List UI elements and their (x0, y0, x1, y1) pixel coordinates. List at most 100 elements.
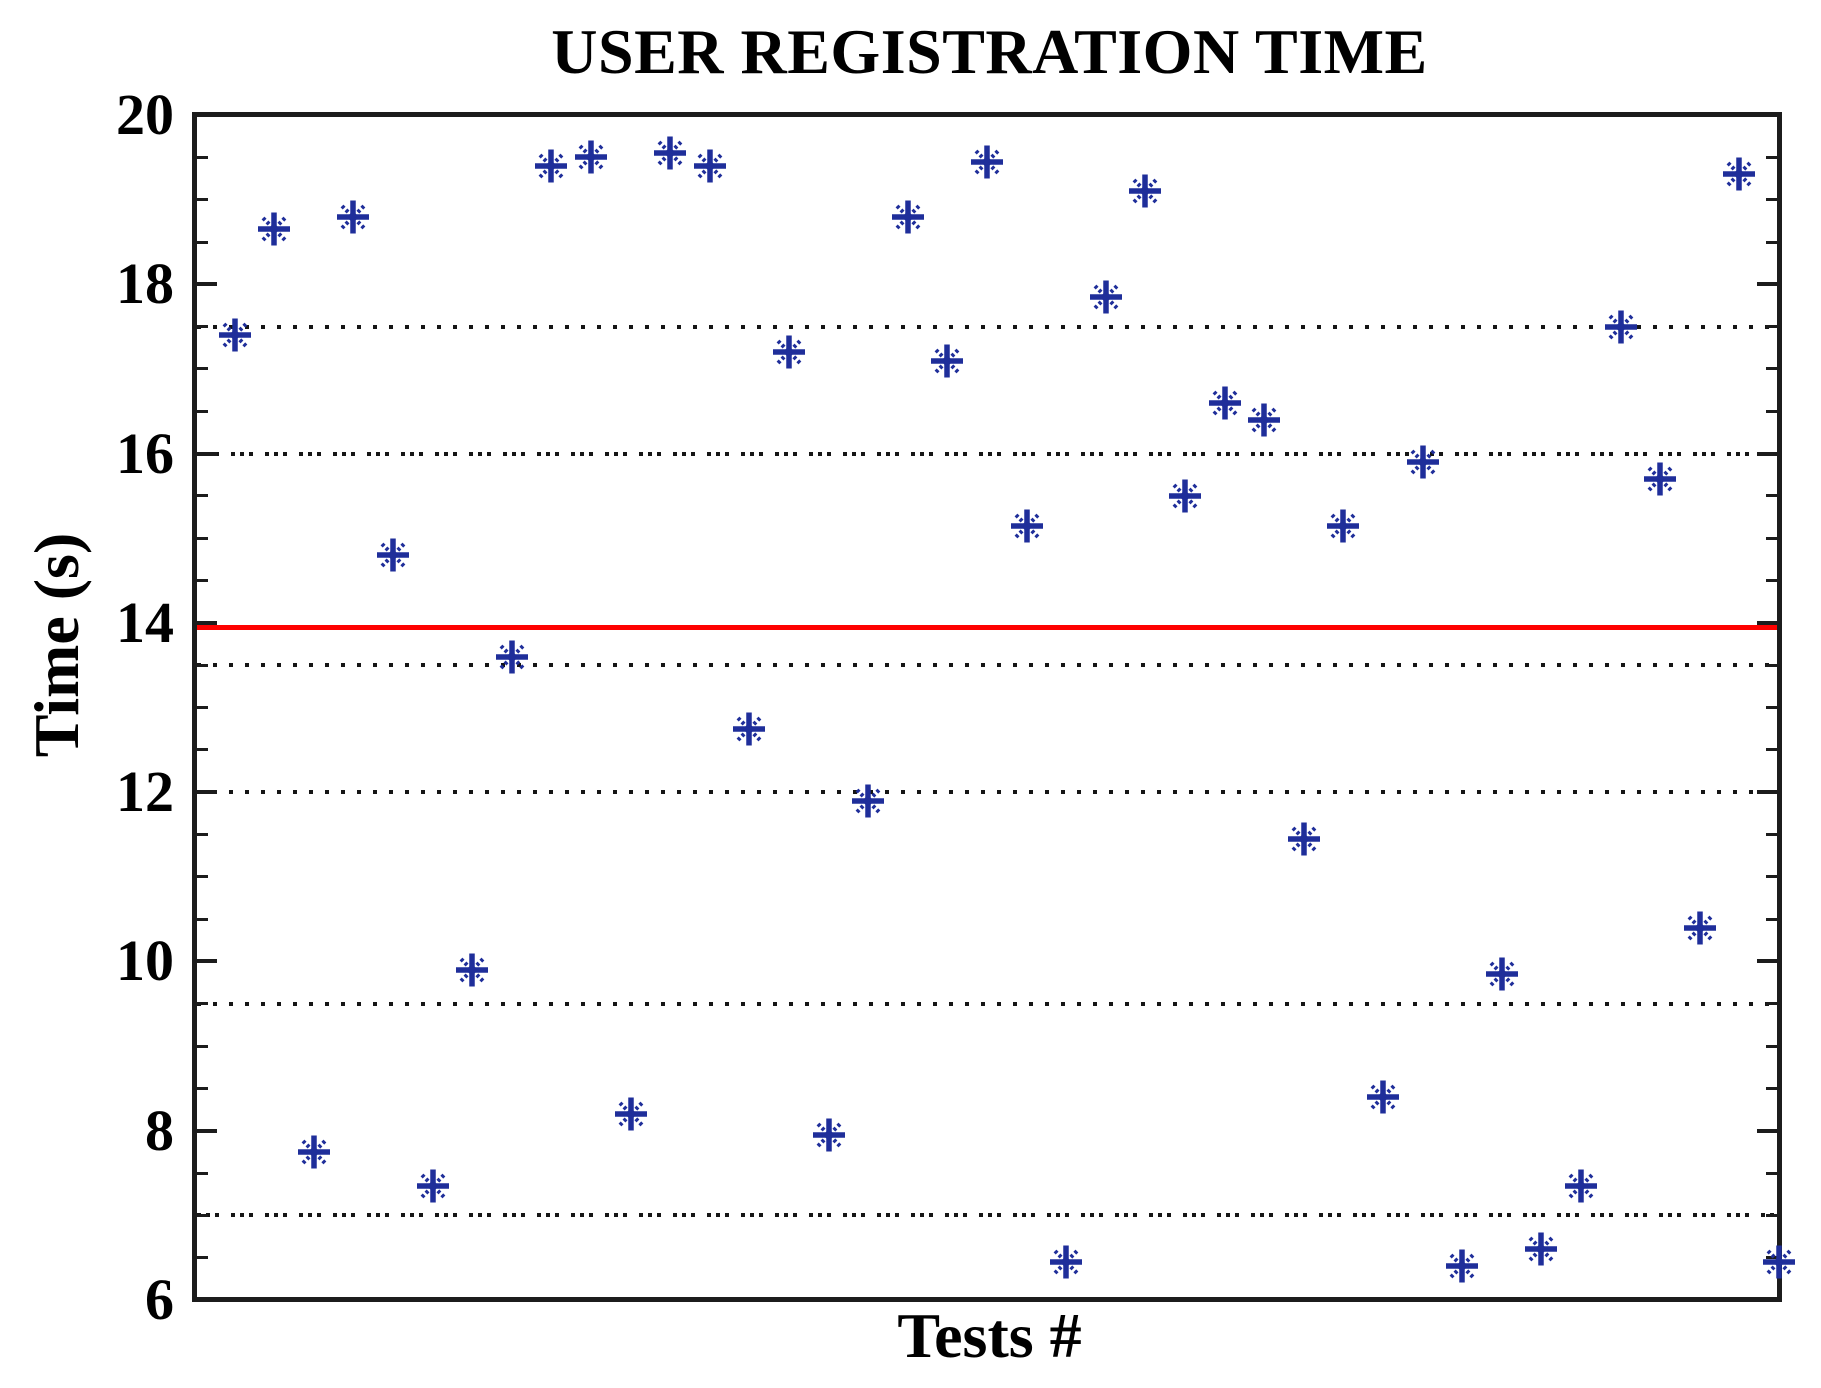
data-point-marker (495, 640, 528, 674)
y-axis-tick-right (1766, 155, 1777, 159)
x-axis-label: Tests # (897, 1300, 1082, 1371)
y-axis-tick-right (1766, 748, 1777, 752)
y-axis-tick-right (1766, 536, 1777, 540)
y-axis-tick-right (1766, 1086, 1777, 1090)
y-axis-tick-left (197, 1086, 208, 1090)
data-point-marker (1208, 386, 1241, 420)
y-tick-label: 14 (116, 589, 174, 655)
y-axis-tick-right (1766, 917, 1777, 921)
y-axis-tick-left (197, 1213, 208, 1217)
gridline-dotted (197, 663, 1777, 668)
y-axis-tick-left (197, 282, 217, 287)
y-axis-tick-left (197, 1256, 208, 1260)
y-axis-tick-left (197, 620, 217, 625)
data-point-marker (575, 140, 607, 174)
y-tick-label: 16 (116, 420, 174, 486)
y-tick-label: 18 (116, 251, 174, 317)
y-axis-tick-right (1766, 833, 1777, 836)
data-point-marker (377, 538, 409, 572)
gridline-dotted (197, 1001, 1777, 1006)
data-point-marker (812, 1118, 845, 1152)
data-point-marker (1644, 462, 1677, 496)
y-axis-tick-left (197, 1002, 208, 1006)
y-axis-tick-left (197, 875, 208, 879)
data-point-marker (456, 953, 489, 987)
y-axis-tick-right (1766, 706, 1777, 709)
y-axis-tick-right (1757, 620, 1777, 625)
y-axis-tick-right (1757, 282, 1777, 287)
y-axis-tick-left (197, 1044, 208, 1048)
y-axis-tick-left (197, 959, 217, 964)
y-axis-tick-left (197, 706, 208, 709)
y-axis-tick-left (197, 198, 208, 202)
y-tick-label: 8 (145, 1097, 174, 1163)
y-axis-tick-left (197, 325, 208, 329)
y-axis-tick-right (1757, 113, 1777, 117)
y-axis-tick-left (197, 663, 208, 667)
y-axis-tick-right (1766, 1213, 1777, 1217)
data-point-marker (931, 344, 964, 377)
y-axis-tick-right (1757, 1298, 1777, 1302)
data-point-marker (1604, 310, 1637, 344)
gridline-dotted (197, 1213, 1777, 1218)
y-axis-tick-right (1766, 325, 1777, 329)
y-axis-tick-right (1757, 451, 1777, 456)
data-point-marker (416, 1169, 449, 1203)
y-axis-tick-left (197, 409, 208, 413)
data-point-marker (1248, 403, 1281, 437)
data-point-marker (1525, 1232, 1558, 1266)
data-point-marker (337, 200, 370, 234)
data-point-marker (891, 200, 924, 234)
chart-title: USER REGISTRATION TIME (551, 16, 1428, 87)
data-point-marker (297, 1135, 330, 1169)
y-axis-tick-left (197, 1128, 217, 1133)
y-axis-tick-left (197, 536, 208, 540)
data-point-marker (1683, 911, 1716, 945)
y-axis-tick-right (1757, 959, 1777, 964)
y-axis-tick-left (197, 113, 217, 117)
y-axis-tick-right (1757, 790, 1777, 795)
y-axis-tick-right (1757, 1128, 1777, 1133)
data-point-marker (1485, 957, 1518, 991)
data-point-marker (614, 1097, 647, 1131)
y-tick-label: 12 (116, 759, 174, 825)
y-axis-tick-right (1766, 240, 1777, 244)
y-axis-tick-right (1766, 579, 1777, 582)
y-axis-tick-right (1766, 1171, 1777, 1175)
y-axis-tick-left (197, 917, 208, 921)
threshold-line (197, 624, 1777, 630)
data-point-marker (1446, 1249, 1479, 1283)
y-tick-label: 20 (116, 82, 174, 147)
y-axis-tick-right (1766, 409, 1777, 413)
y-axis-tick-right (1766, 198, 1777, 202)
y-axis-tick-left (197, 1171, 208, 1175)
data-point-marker (1406, 445, 1439, 479)
gridline-dotted (197, 324, 1777, 329)
y-axis-tick-right (1766, 1256, 1777, 1260)
data-point-marker (1565, 1169, 1597, 1203)
y-axis-tick-left (197, 155, 208, 159)
data-point-marker (218, 318, 251, 352)
data-point-marker (1089, 280, 1122, 314)
y-axis-tick-left (197, 790, 217, 795)
y-axis-tick-right (1766, 494, 1777, 498)
data-point-marker (971, 145, 1003, 179)
y-axis-tick-left (197, 494, 208, 498)
y-axis-tick-left (197, 748, 208, 752)
y-axis-tick-left (197, 240, 208, 244)
gridline-dotted (197, 790, 1777, 795)
y-axis-tick-right (1766, 367, 1777, 371)
y-axis-tick-left (197, 1298, 217, 1302)
y-axis-tick-right (1766, 1002, 1777, 1006)
y-axis-tick-left (197, 579, 208, 582)
data-point-marker (1723, 157, 1756, 191)
y-axis-tick-right (1766, 1044, 1777, 1048)
data-point-marker (258, 212, 291, 246)
data-point-marker (1763, 1245, 1795, 1279)
gridline-dotted (197, 451, 1777, 456)
plot-area (192, 112, 1795, 1302)
data-point-marker (733, 712, 766, 746)
data-point-marker (1287, 822, 1320, 856)
data-point-marker (654, 136, 687, 170)
y-axis-tick-left (197, 833, 208, 836)
